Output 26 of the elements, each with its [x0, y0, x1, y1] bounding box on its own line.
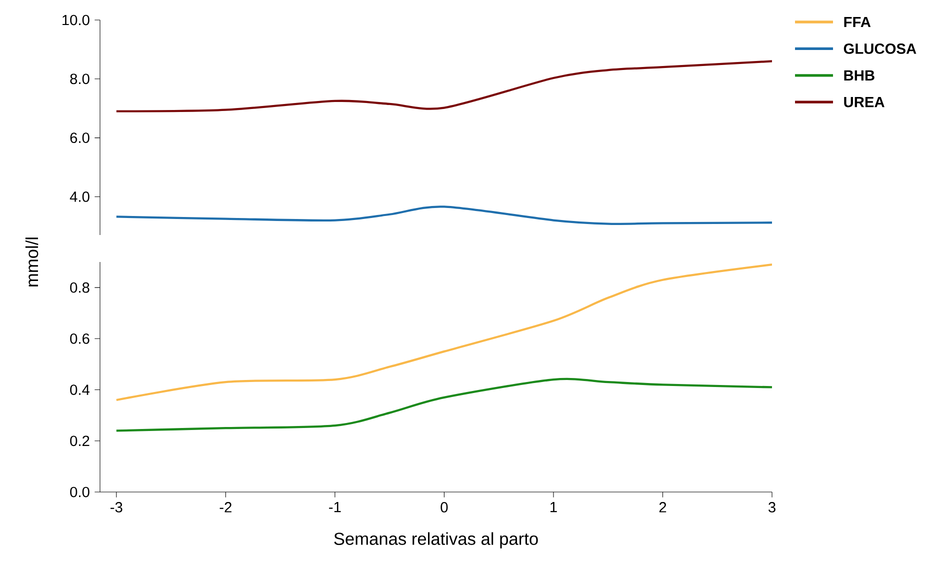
line-series	[115, 263, 772, 402]
y-tick-label: 0.2	[70, 436, 90, 446]
y-tick-label: 4.0	[70, 192, 90, 202]
y-tick-label: 0.8	[70, 282, 90, 293]
x-axis-title: Semanas relativas al parto	[334, 532, 538, 548]
y-tick-label: 0.4	[70, 384, 90, 395]
y-axis-title: mmol/l	[25, 238, 38, 286]
legend-label: GLUCOSA	[844, 44, 916, 54]
x-tick-label: 3	[768, 502, 776, 512]
line-series	[115, 60, 772, 112]
y-tick-label: 0.0	[70, 486, 90, 498]
x-tick-label: -2	[220, 502, 232, 512]
legend-label: BHB	[844, 70, 874, 80]
line-series	[115, 206, 772, 225]
y-tick-label: 0.6	[70, 333, 90, 344]
y-tick-label: 8.0	[70, 74, 90, 84]
x-tick-label: -3	[110, 502, 122, 512]
x-tick-label: 2	[659, 502, 666, 512]
legend-label: FFA	[844, 16, 871, 28]
x-tick-label: -1	[329, 502, 341, 512]
x-tick-label: 1	[550, 502, 557, 512]
y-tick-label: 6.0	[70, 132, 90, 143]
legend-label: UREA	[844, 96, 884, 108]
x-tick-label: 0	[440, 502, 448, 512]
line-series	[115, 378, 772, 432]
y-tick-label: 10.0	[62, 14, 90, 26]
